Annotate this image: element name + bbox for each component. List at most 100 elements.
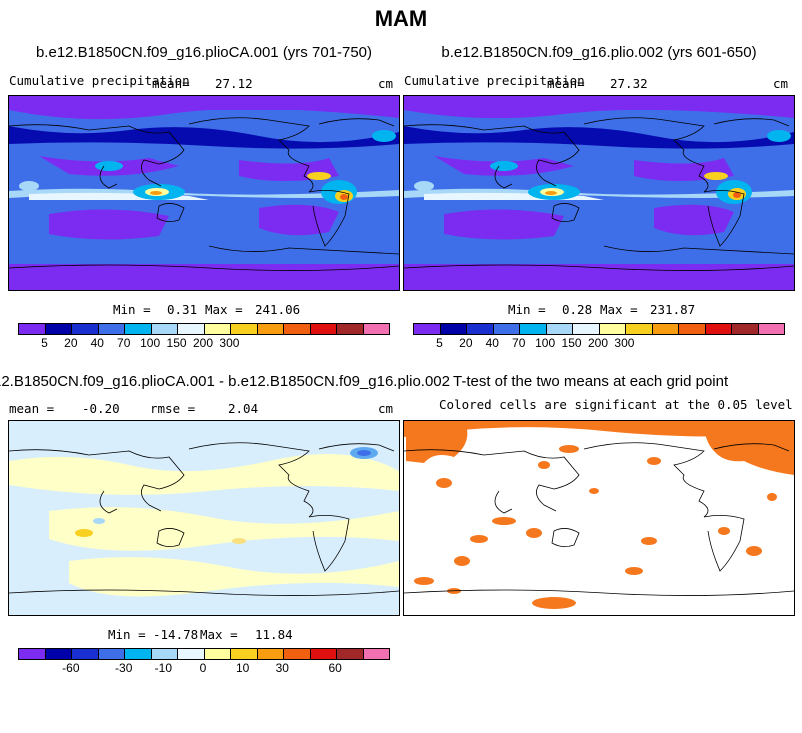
panel1-colorbar-ticks: 5 20 40 70 100 150 200 300 xyxy=(18,336,390,350)
colorbar-tick-label: -10 xyxy=(154,661,173,675)
colorbar-tick-label: 300 xyxy=(614,336,635,350)
colorbar-swatch xyxy=(440,324,467,334)
colorbar-swatch xyxy=(732,324,759,334)
figure-title: MAM xyxy=(374,6,428,31)
panel3-rmse-label: rmse = xyxy=(150,401,196,416)
panel3-colorbar xyxy=(18,648,390,660)
colorbar-tick-label: 30 xyxy=(275,661,289,675)
colorbar-tick-label: 40 xyxy=(485,336,499,350)
colorbar-tick-label: 200 xyxy=(587,336,609,350)
colorbar-swatch xyxy=(257,649,284,659)
panel3-map xyxy=(8,420,400,616)
colorbar-swatch xyxy=(520,324,547,334)
panel2-max-value: 231.87 xyxy=(650,302,696,317)
colorbar-tick-label: 300 xyxy=(219,336,240,350)
panel1-max-label: Max = xyxy=(205,302,243,317)
panel1-map xyxy=(8,95,400,291)
colorbar-swatch xyxy=(626,324,653,334)
colorbar-swatch xyxy=(310,649,337,659)
panel1-max-value: 241.06 xyxy=(255,302,301,317)
panel2-colorbar xyxy=(413,323,785,335)
panel3-max-value: 11.84 xyxy=(255,627,293,642)
colorbar-swatch xyxy=(573,324,600,334)
panel3-rmse-value: 2.04 xyxy=(228,401,259,416)
colorbar-tick-label: 200 xyxy=(192,336,214,350)
panel2-min-value: 0.28 xyxy=(562,302,593,317)
panel2-map-svg xyxy=(404,96,794,290)
panel3-max-label: Max = xyxy=(200,627,238,642)
panel2-title: b.e12.B1850CN.f09_g16.plio.002 (yrs 601-… xyxy=(441,44,757,61)
panel2-map xyxy=(403,95,795,291)
panel4-title: T-test of the two means at each grid poi… xyxy=(453,373,729,390)
colorbar-tick-label: 20 xyxy=(459,336,473,350)
panel4-subtitle: Colored cells are significant at the 0.0… xyxy=(439,397,793,412)
colorbar-swatch xyxy=(310,324,337,334)
panel3-min-value: -14.78 xyxy=(153,627,199,642)
panel4-map-svg xyxy=(404,421,794,615)
colorbar-tick-label: -30 xyxy=(115,661,133,675)
colorbar-swatch xyxy=(257,324,284,334)
colorbar-swatch xyxy=(204,649,231,659)
colorbar-swatch xyxy=(72,324,99,334)
colorbar-swatch xyxy=(337,324,364,334)
colorbar-swatch xyxy=(125,649,152,659)
colorbar-swatch xyxy=(178,324,205,334)
panel1-mean-label: mean= xyxy=(152,76,190,91)
colorbar-tick-label: 150 xyxy=(561,336,582,350)
panel1-min-value: 0.31 xyxy=(167,302,198,317)
panel3-title-clip: b.e12.B1850CN.f09_g16.plioCA.001 - b.e12… xyxy=(0,373,450,393)
panel1-title: b.e12.B1850CN.f09_g16.plioCA.001 (yrs 70… xyxy=(35,44,373,61)
panel3-mean-value: -0.20 xyxy=(82,401,120,416)
colorbar-swatch xyxy=(337,649,364,659)
panel1-mean-value: 27.12 xyxy=(215,76,253,91)
panel4-map xyxy=(403,420,795,616)
panel1-min-label: Min = xyxy=(113,302,151,317)
colorbar-swatch xyxy=(284,649,311,659)
panel2-max-label: Max = xyxy=(600,302,638,317)
colorbar-swatch xyxy=(758,324,784,334)
colorbar-tick-label: 70 xyxy=(117,336,131,350)
colorbar-swatch xyxy=(19,324,46,334)
panel2-colorbar-ticks: 5 20 40 70 100 150 200 300 xyxy=(413,336,785,350)
colorbar-swatch xyxy=(125,324,152,334)
panel3-map-svg xyxy=(9,421,399,615)
colorbar-swatch xyxy=(151,324,178,334)
colorbar-swatch xyxy=(705,324,732,334)
colorbar-tick-label: -60 xyxy=(62,661,80,675)
colorbar-tick-label: 10 xyxy=(235,661,250,675)
panel3-mean-label: mean = xyxy=(9,401,55,416)
colorbar-swatch xyxy=(19,649,46,659)
colorbar-swatch xyxy=(363,649,389,659)
panel1-colorbar xyxy=(18,323,390,335)
colorbar-swatch xyxy=(45,649,72,659)
panel3-title: b.e12.B1850CN.f09_g16.plioCA.001 - b.e12… xyxy=(0,373,450,390)
colorbar-swatch xyxy=(98,649,125,659)
colorbar-swatch xyxy=(467,324,494,334)
panel1-variable: Cumulative precipitation xyxy=(9,73,190,88)
colorbar-swatch xyxy=(679,324,706,334)
colorbar-tick-label: 150 xyxy=(166,336,187,350)
colorbar-swatch xyxy=(493,324,520,334)
panel1-map-svg xyxy=(9,96,399,290)
colorbar-swatch xyxy=(72,649,99,659)
colorbar-swatch xyxy=(363,324,389,334)
panel2-units: cm xyxy=(773,76,789,91)
panel3-colorbar-ticks: -60 -30 -10 0 10 30 60 xyxy=(18,661,390,675)
colorbar-swatch xyxy=(151,649,178,659)
colorbar-swatch xyxy=(231,649,258,659)
colorbar-tick-label: 0 xyxy=(199,661,207,675)
colorbar-tick-label: 5 xyxy=(436,336,443,350)
colorbar-tick-label: 5 xyxy=(41,336,48,350)
colorbar-swatch xyxy=(204,324,231,334)
colorbar-swatch xyxy=(45,324,72,334)
panel2-mean-value: 27.32 xyxy=(610,76,648,91)
colorbar-swatch xyxy=(546,324,573,334)
panel2-min-label: Min = xyxy=(508,302,546,317)
panel2-variable: Cumulative precipitation xyxy=(404,73,585,88)
panel1-units: cm xyxy=(378,76,394,91)
colorbar-tick-label: 70 xyxy=(512,336,526,350)
colorbar-swatch xyxy=(414,324,441,334)
colorbar-swatch xyxy=(284,324,311,334)
colorbar-swatch xyxy=(98,324,125,334)
colorbar-tick-label: 60 xyxy=(328,661,342,675)
